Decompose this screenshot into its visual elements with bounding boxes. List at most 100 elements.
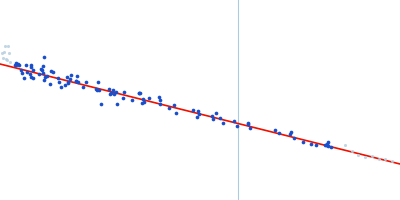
Point [95,80,102,83]
Point [136,92,142,95]
Point [6,51,12,54]
Point [313,143,319,147]
Point [56,80,62,83]
Point [324,142,331,145]
Point [36,73,42,76]
Point [146,96,152,99]
Point [80,85,86,88]
Point [245,122,252,125]
Point [4,58,10,61]
Point [210,117,216,121]
Point [30,76,36,80]
Point [139,101,146,105]
Point [15,62,22,65]
Point [0,51,5,54]
Point [323,143,329,146]
Point [48,69,54,73]
Point [128,99,135,102]
Point [28,66,34,69]
Point [28,75,34,78]
Point [74,81,81,84]
Point [209,115,215,118]
Point [114,103,120,106]
Point [328,146,334,149]
Point [2,44,8,47]
Point [41,55,48,58]
Point [21,77,28,80]
Point [29,69,36,72]
Point [58,86,64,89]
Point [40,65,46,68]
Point [355,154,362,157]
Point [231,119,238,123]
Point [82,80,89,83]
Point [348,149,355,152]
Point [389,159,395,163]
Point [7,61,14,64]
Point [13,62,20,65]
Point [41,79,48,82]
Point [166,106,172,109]
Point [0,50,7,54]
Point [38,67,44,70]
Point [194,109,201,113]
Point [40,71,46,74]
Point [110,88,117,91]
Point [113,90,120,93]
Point [325,141,331,144]
Point [308,142,314,146]
Point [157,102,164,106]
Point [156,99,163,102]
Point [72,80,79,83]
Point [321,144,328,147]
Point [276,131,282,134]
Point [375,157,382,161]
Point [42,76,48,79]
Point [213,112,219,115]
Point [62,83,68,86]
Point [26,72,33,75]
Point [141,100,147,104]
Point [16,63,22,66]
Point [287,133,293,136]
Point [5,45,12,48]
Point [234,124,240,127]
Point [156,95,162,99]
Point [216,116,223,119]
Point [23,70,30,73]
Point [23,63,30,66]
Point [64,75,70,78]
Point [73,80,80,83]
Point [342,143,348,146]
Point [68,74,74,77]
Point [13,63,19,66]
Point [43,74,50,78]
Point [190,108,196,112]
Point [108,92,115,95]
Point [98,102,104,106]
Point [272,129,278,132]
Point [362,156,368,159]
Point [47,83,53,86]
Point [170,103,177,106]
Point [173,111,180,115]
Point [38,68,45,72]
Point [105,88,112,91]
Point [324,144,330,147]
Point [74,74,80,77]
Point [65,82,72,85]
Point [96,89,102,92]
Point [220,121,226,124]
Point [67,77,74,80]
Point [94,89,100,92]
Point [140,98,146,101]
Point [196,113,202,116]
Point [120,96,126,99]
Point [50,71,57,74]
Point [28,64,34,67]
Point [136,92,142,95]
Point [19,71,25,74]
Point [288,130,294,134]
Point [12,63,18,66]
Point [194,115,200,119]
